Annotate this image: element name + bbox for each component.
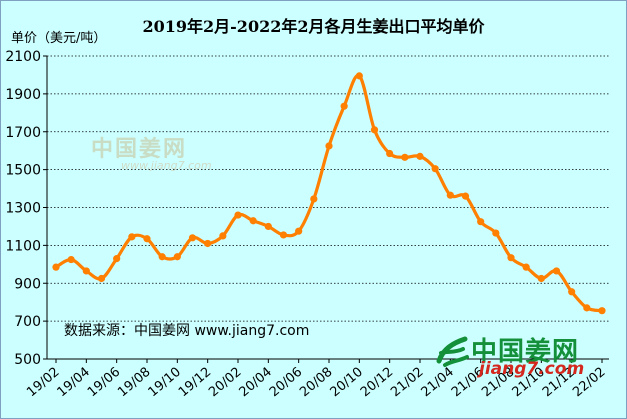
x-tick-label: 19/08 — [115, 365, 153, 401]
x-tick-label: 20/12 — [358, 365, 396, 401]
data-point — [340, 102, 348, 110]
x-tick-label: 21/02 — [388, 365, 426, 401]
data-point — [97, 274, 106, 283]
series-line — [55, 73, 603, 313]
data-point — [113, 255, 121, 263]
data-point — [249, 217, 257, 225]
x-tick-label: 19/10 — [146, 365, 184, 401]
y-tick-label: 1900 — [5, 87, 41, 103]
data-point — [234, 211, 242, 219]
data-point — [82, 267, 90, 275]
y-tick-label: 1500 — [5, 163, 41, 179]
data-point — [416, 152, 424, 160]
data-point — [67, 255, 75, 264]
x-tick-label: 20/02 — [206, 365, 244, 401]
data-point — [264, 222, 272, 231]
logo-url: jiang7.com — [479, 359, 585, 379]
y-axis-label: 单价（美元/吨） — [11, 31, 107, 46]
data-point — [431, 165, 439, 173]
data-point — [128, 233, 136, 241]
data-point — [370, 126, 379, 134]
watermark-brand: 中国姜网 — [91, 137, 188, 162]
data-point — [310, 195, 318, 203]
watermark-url: www.jiang7.com — [121, 159, 212, 172]
data-point — [204, 239, 212, 248]
x-tick-label: 20/06 — [267, 365, 305, 401]
data-point — [552, 267, 561, 275]
data-point — [461, 192, 470, 200]
data-point — [295, 227, 303, 235]
x-tick-label: 20/10 — [328, 365, 366, 401]
y-tick-label: 900 — [14, 276, 41, 292]
data-point — [219, 232, 227, 240]
data-point — [401, 153, 409, 161]
y-tick-label: 1100 — [5, 238, 41, 254]
x-tick-label: 19/06 — [85, 365, 123, 401]
y-tick-label: 700 — [14, 314, 41, 330]
y-tick-label: 500 — [14, 352, 41, 368]
logo-brand: 中国姜网 — [471, 337, 580, 367]
data-point — [492, 229, 500, 237]
x-tick-label: 20/04 — [237, 365, 275, 401]
data-point — [477, 218, 485, 226]
y-tick-label: 2100 — [5, 49, 41, 65]
data-point — [143, 235, 151, 243]
data-point — [279, 231, 288, 239]
data-point — [507, 254, 515, 262]
chart-title: 2019年2月-2022年2月各月生姜出口平均单价 — [142, 17, 485, 36]
data-point — [537, 274, 545, 283]
data-point — [522, 263, 530, 271]
data-point — [598, 307, 606, 315]
data-point — [386, 149, 394, 158]
data-point — [568, 288, 576, 296]
x-tick-label: 19/04 — [55, 365, 93, 401]
data-point — [355, 72, 363, 80]
data-point — [325, 142, 333, 150]
x-tick-label: 21/04 — [419, 365, 457, 401]
y-tick-label: 1300 — [5, 201, 41, 217]
ginger-logo-icon — [436, 336, 469, 367]
x-tick-label: 20/08 — [297, 365, 335, 401]
data-point — [583, 304, 591, 312]
data-point — [446, 191, 454, 199]
source-text: 数据来源：中国姜网 www.jiang7.com — [64, 323, 310, 339]
data-point — [158, 253, 166, 261]
y-tick-label: 1700 — [5, 125, 41, 141]
x-tick-label: 19/12 — [176, 365, 214, 401]
data-point — [173, 253, 181, 261]
data-point — [52, 263, 60, 271]
x-tick-label: 19/02 — [24, 365, 62, 401]
data-point — [188, 234, 197, 242]
